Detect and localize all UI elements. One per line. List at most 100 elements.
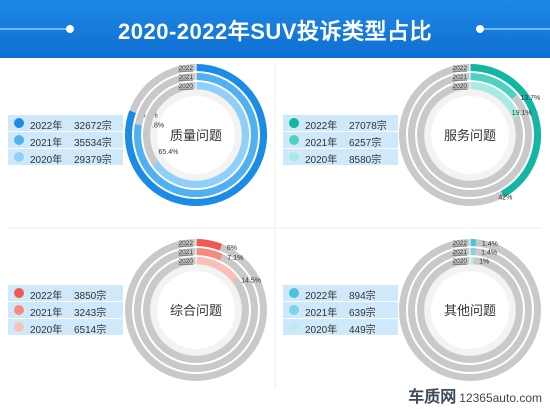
legend-row: 2022年 894宗 [283, 285, 398, 302]
ring-year-label: 2022 [179, 240, 194, 247]
donut-center [157, 271, 235, 349]
legend-count: 894宗 [349, 291, 376, 302]
legend-count: 27078宗 [349, 121, 387, 132]
legend-row: 2021年 35534宗 [8, 132, 123, 149]
legend-swatch [289, 288, 299, 298]
center-label: 综合问题 [170, 303, 222, 318]
page-title: 2020-2022年SUV投诉类型占比 [118, 19, 432, 44]
ring-year-label: 2022 [179, 65, 194, 72]
legend-year: 2020年 [305, 325, 338, 336]
legend-count: 3850宗 [74, 291, 107, 302]
ring-year-label: 2020 [453, 83, 468, 90]
legend-row: 2021年 6257宗 [283, 132, 398, 149]
legend-row: 2022年 27078宗 [283, 115, 398, 132]
legend-count: 449宗 [349, 325, 376, 336]
title-bar: 2020-2022年SUV投诉类型占比 [0, 0, 550, 58]
decor-dot-left [66, 25, 74, 33]
legend-row: 2022年 32672宗 [8, 115, 123, 132]
ring-arc-2022 [195, 239, 223, 251]
legend-row: 2021年 3243宗 [8, 302, 123, 319]
legend-count: 29379宗 [74, 155, 112, 166]
legend-count: 6257宗 [349, 138, 382, 149]
ring-year-label: 2021 [453, 74, 468, 81]
legend-count: 6514宗 [74, 325, 107, 336]
legend-row: 2020年 6514宗 [8, 319, 123, 336]
legend-swatch [14, 135, 24, 145]
charts-panel: 2022 80.6% 2021 77.8% 2020 65.4% 质量问题 2022 42% 20… [0, 58, 550, 409]
legend-swatch [289, 322, 299, 332]
legend-row: 2020年 29379宗 [8, 149, 123, 166]
decor-line-left [0, 28, 70, 30]
donut-chart-2: 2022 42% 2021 13.7% 2020 19.1% 服务问题 [399, 63, 541, 206]
legend-year: 2022年 [30, 121, 63, 132]
legend-swatch [14, 322, 24, 332]
legend-swatch [14, 118, 24, 128]
percent-label: 14.5% [241, 278, 261, 285]
ring-year-label: 2022 [453, 240, 468, 247]
legend-count: 3243宗 [74, 308, 107, 319]
legend-year: 2020年 [305, 155, 338, 166]
legend-row: 2020年 8580宗 [283, 149, 398, 166]
legend-swatch [289, 135, 299, 145]
legend-row: 2021年 639宗 [283, 302, 398, 319]
ring-arc-2022 [125, 64, 267, 206]
percent-label: 1.4% [481, 250, 497, 257]
ring-year-label: 2022 [453, 65, 468, 72]
percent-label: 19.1% [512, 110, 532, 117]
ring-arc-2022 [469, 64, 541, 198]
donut-chart-3: 2022 6% 2021 7.1% 2020 14.5% 综合问题 [125, 238, 267, 381]
legend-count: 32672宗 [74, 121, 112, 132]
percent-label: 7.1% [227, 255, 243, 262]
legend-swatch [289, 305, 299, 315]
ring-arc-2021 [134, 73, 258, 197]
watermark-brand: 车质网 [408, 389, 457, 406]
percent-label: 1% [479, 259, 489, 266]
ring-year-label: 2021 [179, 74, 194, 81]
percent-label: 77.8% [144, 123, 164, 130]
percent-label: 13.7% [520, 95, 540, 102]
ring-year-label: 2020 [179, 258, 194, 265]
watermark: 车质网 12365auto.com [408, 383, 542, 407]
legend-row: 2020年 449宗 [283, 319, 398, 336]
legend-swatch [289, 152, 299, 162]
ring-arc-2021 [195, 248, 223, 261]
percent-label: 6% [227, 245, 237, 252]
center-label: 服务问题 [444, 128, 496, 143]
donut-chart-4: 2022 1.4% 2021 1.4% 2020 1% 其他问题 [399, 238, 541, 381]
legend-swatch [289, 118, 299, 128]
legend-year: 2022年 [30, 291, 63, 302]
legend-count: 8580宗 [349, 155, 382, 166]
ring-arc-2021 [469, 73, 518, 100]
donut-center [431, 271, 509, 349]
donut-charts-svg: 202280.6%202177.8%202065.4%质量问题202242%20… [8, 63, 542, 388]
ring-arc-2020 [152, 82, 249, 188]
legend-swatch [14, 288, 24, 298]
ring-arc-2020 [195, 257, 238, 282]
legend-year: 2021年 [30, 308, 63, 319]
percent-label: 1.4% [482, 241, 498, 248]
legend-year: 2022年 [305, 291, 338, 302]
donut-center [431, 96, 509, 174]
watermark-url: 12365auto.com [459, 391, 542, 405]
legend-row: 2022年 3850宗 [8, 285, 123, 302]
ring-year-label: 2020 [179, 83, 194, 90]
legend-year: 2020年 [30, 155, 63, 166]
legend-swatch [14, 305, 24, 315]
ring-year-label: 2021 [453, 249, 468, 256]
legend-year: 2021年 [305, 308, 338, 319]
legend-year: 2021年 [30, 138, 63, 149]
ring-arc-2020 [469, 82, 520, 119]
decor-dot-right [476, 25, 484, 33]
ring-year-label: 2020 [453, 258, 468, 265]
legend-count: 639宗 [349, 308, 376, 319]
donut-center [157, 96, 235, 174]
percent-label: 42% [498, 194, 512, 201]
center-label: 质量问题 [170, 128, 222, 143]
legend-count: 35534宗 [74, 138, 112, 149]
decor-line-right [480, 28, 550, 30]
percent-label: 65.4% [158, 149, 178, 156]
legend-swatch [14, 152, 24, 162]
legend-year: 2022年 [305, 121, 338, 132]
legend-year: 2020年 [30, 325, 63, 336]
